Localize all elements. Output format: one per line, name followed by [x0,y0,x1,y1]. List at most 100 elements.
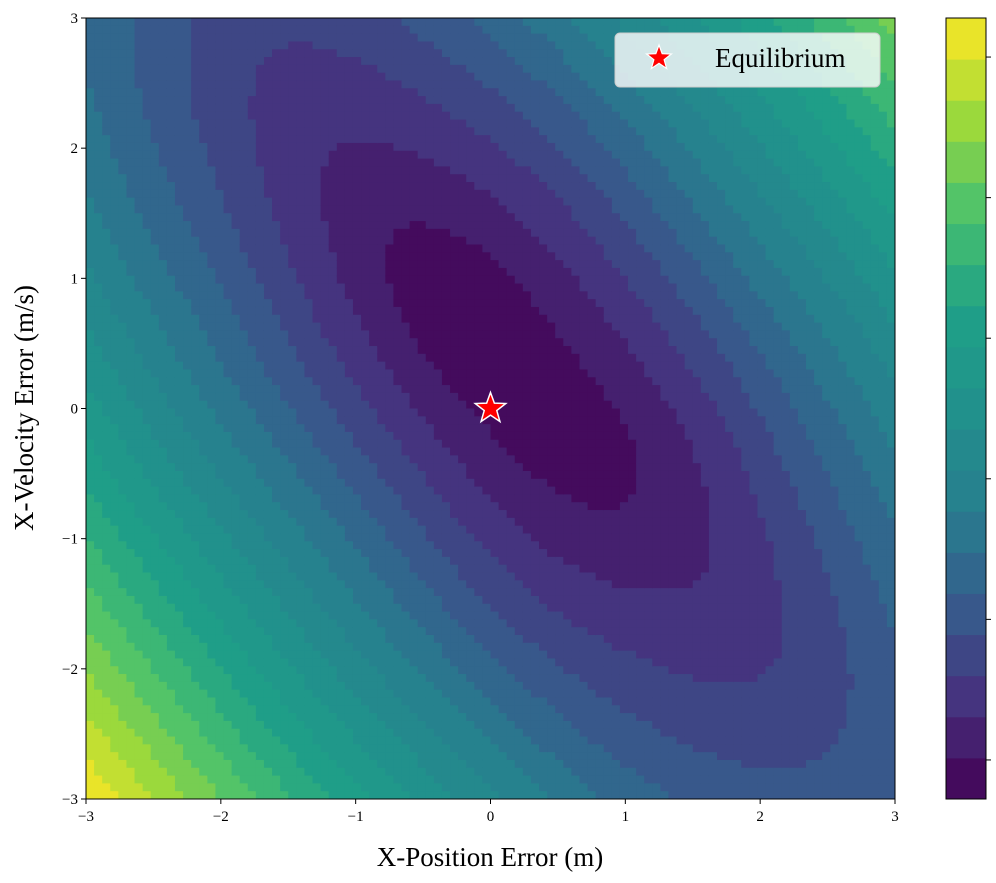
contour-cell [312,236,322,246]
contour-cell [417,744,427,753]
contour-cell [304,517,314,527]
contour-cell [207,392,217,402]
contour-cell [450,88,459,97]
contour-cell [425,736,435,745]
contour-cell [134,236,144,246]
contour-cell [385,49,395,58]
contour-cell [474,439,484,449]
contour-cell [86,25,95,35]
contour-cell [166,299,176,308]
contour-cell [450,213,459,222]
contour-cell [385,119,395,128]
contour-cell [361,634,370,644]
contour-cell [441,525,451,535]
contour-cell [466,744,475,753]
contour-cell [441,424,451,433]
contour-cell [231,705,241,714]
contour-cell [247,385,257,394]
contour-cell [417,681,427,691]
contour-cell [352,353,362,363]
contour-cell [433,705,443,714]
contour-cell [231,619,241,628]
contour-cell [166,236,176,246]
contour-cell [86,385,95,394]
contour-cell [336,470,346,480]
contour-cell [223,353,233,363]
contour-cell [231,463,241,472]
contour-cell [272,713,281,722]
contour-cell [86,158,95,167]
contour-cell [272,33,281,43]
contour-cell [150,744,160,753]
contour-cell [401,791,411,799]
contour-cell [304,236,314,246]
contour-cell [288,25,297,35]
contour-cell [433,400,443,410]
contour-cell [263,197,273,207]
contour-cell [425,783,435,792]
contour-cell [239,470,249,480]
contour-cell [183,525,192,535]
contour-cell [425,260,435,269]
contour-cell [215,705,225,714]
contour-cell [118,478,128,488]
contour-cell [288,759,297,769]
contour-cell [352,439,362,449]
contour-cell [344,525,354,535]
contour-cell [142,244,152,253]
contour-cell [118,720,128,730]
contour-cell [126,627,136,636]
contour-cell [142,291,152,300]
contour-cell [361,681,370,691]
contour-cell [336,80,346,89]
contour-cell [296,517,306,527]
contour-cell [401,478,411,488]
contour-cell [328,634,338,644]
contour-cell [134,182,144,191]
contour-cell [474,72,484,82]
contour-cell [280,588,289,597]
contour-cell [401,353,411,363]
contour-cell [344,236,354,246]
contour-cell [328,783,338,792]
contour-cell [296,759,306,769]
contour-cell [118,416,128,425]
contour-cell [393,64,403,74]
contour-cell [199,400,208,410]
contour-cell [425,541,435,550]
contour-cell [441,314,451,324]
contour-cell [207,267,217,277]
contour-cell [369,189,378,199]
contour-cell [458,502,467,511]
contour-cell [174,252,184,261]
contour-cell [215,283,225,292]
contour-cell [102,455,111,464]
contour-cell [409,689,419,699]
contour-cell [433,580,443,589]
contour-cell [361,111,370,121]
contour-cell [474,431,484,441]
contour-cell [312,775,322,784]
contour-cell [158,353,168,363]
contour-cell [247,455,257,464]
contour-cell [272,377,281,386]
contour-cell [401,346,411,355]
contour-cell [409,634,419,644]
contour-cell [199,642,208,652]
contour-cell [409,447,419,456]
contour-cell [433,330,443,339]
contour-cell [280,244,289,253]
contour-cell [482,64,492,74]
contour-cell [183,642,192,652]
contour-cell [263,486,273,496]
contour-cell [166,72,176,82]
contour-cell [86,525,95,535]
contour-cell [401,517,411,527]
contour-cell [425,619,435,628]
contour-cell [239,197,249,207]
contour-cell [207,221,217,230]
contour-cell [482,572,492,581]
contour-cell [134,728,144,738]
contour-cell [174,299,184,308]
